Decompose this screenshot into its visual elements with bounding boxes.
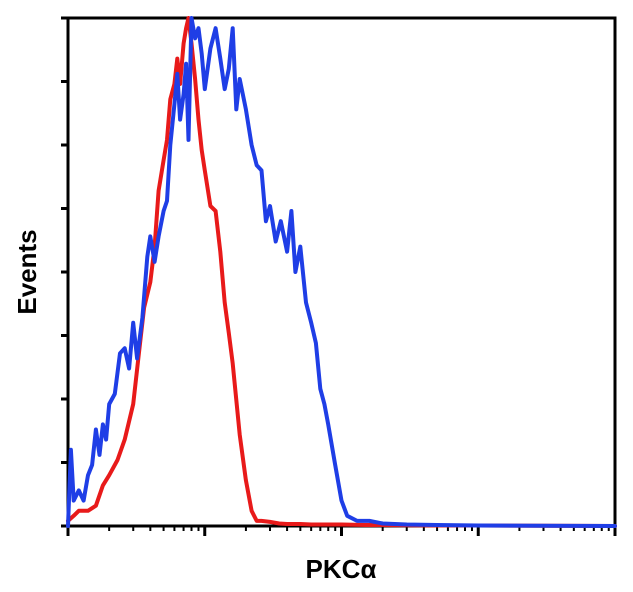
x-axis-label: PKCα (306, 554, 377, 584)
series-layer (66, 16, 617, 528)
plot-frame (66, 16, 617, 528)
series-line-1 (66, 16, 617, 528)
series-line-2 (66, 16, 617, 528)
y-axis-label: Events (12, 229, 42, 314)
